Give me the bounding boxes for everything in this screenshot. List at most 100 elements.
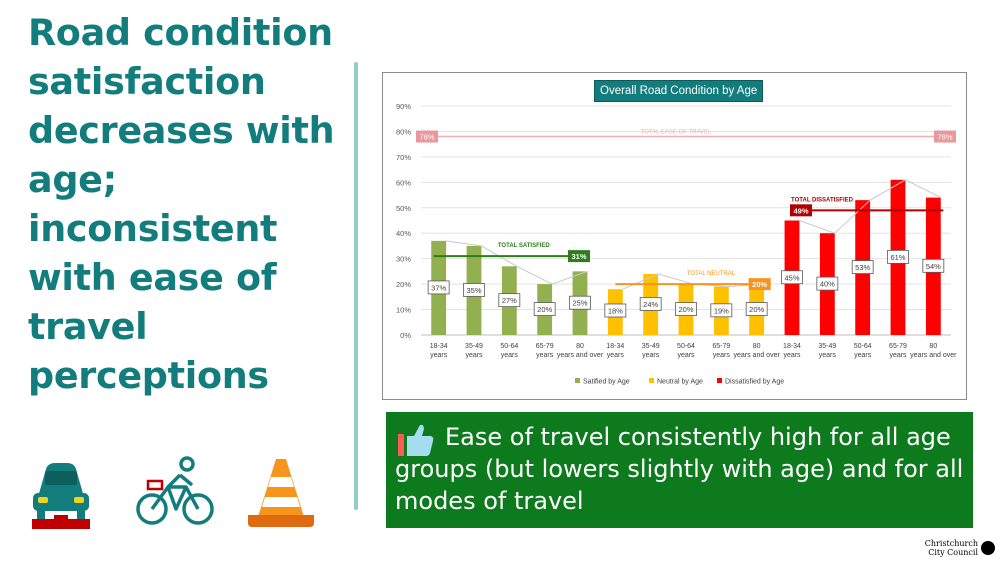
y-tick-label: 50% [396,204,411,213]
x-tick-label: 80 [753,343,761,350]
x-tick-label: years [501,352,519,359]
data-label: 45% [784,273,799,282]
reference-value-label: 78% [419,133,434,142]
x-tick-label: years [854,352,872,359]
callout-box: Ease of travel consistently high for all… [386,412,973,528]
data-label-box [463,283,485,297]
data-label-box [710,303,733,318]
x-tick-label: 35-49 [642,343,660,350]
data-label: 27% [502,296,517,305]
data-label-box [675,302,697,316]
x-tick-label: years [819,352,837,359]
thumbs-up-icon [398,424,434,456]
y-tick-label: 30% [396,255,411,264]
x-tick-label: 18-34 [783,343,801,350]
x-tick-label: years [536,352,554,359]
reference-value-label: 31% [571,252,586,261]
y-tick-label: 70% [396,153,411,162]
x-tick-label: years and over [910,352,957,359]
reference-value-box [934,130,956,143]
x-tick-label: 50-64 [500,343,518,350]
x-tick-label: years and over [557,352,604,359]
chart-title: Overall Road Condition by Age [594,80,764,102]
reference-value-label: 78% [937,133,952,142]
legend-swatch [575,378,580,383]
data-label: 61% [890,253,905,262]
data-label-box [851,260,874,274]
x-tick-label: 65-79 [712,343,730,350]
x-tick-label: 65-79 [889,343,907,350]
chart-frame: 0% 10% 20% 30% 40% 50% 60% 70% 80% 90% TOTAL EASE … [382,72,967,400]
x-tick-label: 50-64 [854,343,872,350]
y-tick-label: 20% [396,280,411,289]
data-label: 24% [643,300,658,309]
legend-label: Satified by Age [583,379,630,386]
council-logo: Christchurch City Council [920,538,995,560]
reference-value-label: 49% [793,206,808,215]
legend-label: Neutral by Age [657,379,703,386]
data-label: 54% [926,262,941,271]
x-tick-label: 35-49 [818,343,836,350]
reference-value-box [748,278,771,291]
series-trend-line [799,179,941,234]
series-trend-line [446,240,588,285]
data-label: 18% [608,307,623,316]
x-tick-label: years [889,352,907,359]
x-tick-label: years [465,352,483,359]
car-icon [32,463,90,529]
data-label-box [639,297,662,311]
x-tick-label: years [642,352,660,359]
headline: Road condition satisfaction decreases wi… [28,11,335,397]
reference-line-label: TOTAL NEUTRAL [687,271,736,277]
data-label-box [745,302,768,316]
data-label: 25% [572,299,587,308]
x-tick-label: years and over [734,352,781,359]
icon-row [28,455,348,535]
data-label-box [604,303,627,318]
y-tick-label: 80% [396,127,411,136]
x-tick-label: 35-49 [465,343,483,350]
data-label: 37% [431,283,446,292]
reference-line-label: TOTAL EASE OF TRAVEL [641,130,712,136]
data-label-box [816,276,839,291]
y-tick-label: 90% [396,102,411,111]
x-tick-label: 50-64 [677,343,695,350]
data-label: 20% [678,305,693,314]
legend-swatch [717,378,722,383]
data-label-box [922,258,945,273]
callout-text: Ease of travel consistently high for all… [395,423,964,515]
cyclist-icon [136,456,214,525]
y-tick-label: 10% [396,306,411,315]
legend-swatch [649,378,654,383]
reference-line-label: TOTAL DISSATISFIED [791,197,854,203]
data-label-box [887,249,909,264]
data-label-box [533,302,556,316]
x-tick-label: years [607,352,625,359]
y-tick-label: 40% [396,229,411,238]
x-tick-label: years [783,352,801,359]
y-tick-label: 60% [396,178,411,187]
data-label: 20% [749,305,764,314]
data-label: 40% [820,280,835,289]
reference-value-box [416,130,438,143]
legend-label: Dissatisfied by Age [725,379,784,386]
logo-line-2: City Council [928,548,978,557]
data-label: 20% [537,305,552,314]
x-tick-label: 65-79 [536,343,554,350]
x-tick-label: years [430,352,448,359]
x-tick-label: years [677,352,695,359]
logo-mark-icon [981,541,995,555]
vertical-divider [354,62,358,510]
road-condition-chart: 0% 10% 20% 30% 40% 50% 60% 70% 80% 90% TOTAL EASE … [396,102,957,386]
traffic-cone-icon [248,459,314,527]
data-label-box [427,280,450,295]
reference-value-box [790,204,812,217]
x-tick-label: years [713,352,731,359]
reference-value-label: 20% [752,280,767,289]
data-label-box [569,295,591,310]
x-tick-label: 18-34 [606,343,624,350]
x-tick-label: 80 [576,343,584,350]
data-label: 35% [466,286,481,295]
x-tick-label: 18-34 [430,343,448,350]
data-label-box [498,293,521,308]
